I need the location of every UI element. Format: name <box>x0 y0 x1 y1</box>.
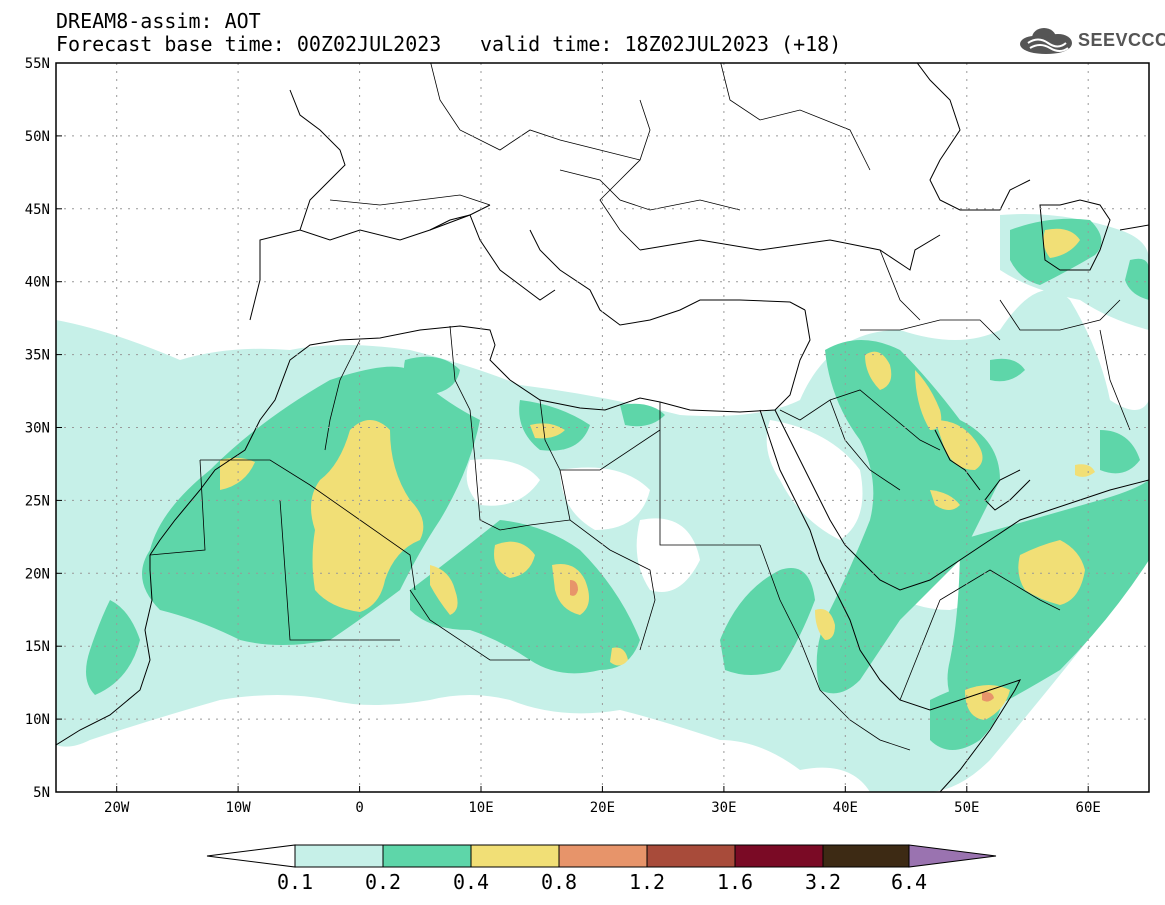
lat-tick-label: 35N <box>25 348 50 364</box>
colorbar-label: 0.1 <box>276 870 314 894</box>
lat-tick-label: 30N <box>25 421 50 437</box>
lon-tick-label: 40E <box>833 800 858 816</box>
colorbar-segment <box>646 844 736 868</box>
cloud-logo-icon <box>1020 28 1072 54</box>
lon-tick-labels: 20W 10W 0 10E 20E 30E 40E 50E 60E <box>104 800 1101 816</box>
colorbar-label: 1.2 <box>628 870 666 894</box>
aot-level-0-4 <box>220 228 1095 720</box>
lat-tick-label: 55N <box>25 56 50 72</box>
lat-tick-labels: 55N 50N 45N 40N 35N 30N 25N 20N 15N 10N … <box>25 56 50 801</box>
colorbar-segment <box>294 844 384 868</box>
logo-text: SEEVCCC <box>1078 30 1165 50</box>
lat-tick-label: 15N <box>25 639 50 655</box>
lat-tick-label: 10N <box>25 712 50 728</box>
colorbar-label: 3.2 <box>804 870 842 894</box>
lon-tick-label: 0 <box>355 800 363 816</box>
lat-tick-label: 40N <box>25 275 50 291</box>
lon-tick-label: 20E <box>590 800 615 816</box>
lon-tick-label: 20W <box>104 800 130 816</box>
colorbar-segment <box>382 844 472 868</box>
lon-tick-label: 10E <box>468 800 493 816</box>
grid-lines <box>56 63 1149 792</box>
lat-tick-label: 25N <box>25 493 50 509</box>
coastlines <box>56 63 1149 792</box>
lon-tick-label: 60E <box>1076 800 1101 816</box>
colorbar-label: 0.4 <box>452 870 490 894</box>
aot-field <box>56 214 1149 792</box>
valid-time: valid time: 18Z02JUL2023 (+18) <box>480 32 842 56</box>
map-title: DREAM8-assim: AOT <box>56 9 261 33</box>
forecast-base-time: Forecast base time: 00Z02JUL2023 <box>56 32 442 56</box>
colorbar-segment <box>558 844 648 868</box>
colorbar-segment-below <box>206 844 296 868</box>
colorbar-segment <box>734 844 824 868</box>
lat-tick-label: 5N <box>33 785 50 801</box>
aot-level-0-8 <box>570 580 994 702</box>
lon-tick-label: 50E <box>954 800 979 816</box>
borders <box>149 63 1131 751</box>
axis-ticks <box>56 135 1089 792</box>
lat-tick-label: 45N <box>25 202 50 218</box>
colorbar-label: 6.4 <box>890 870 928 894</box>
lat-tick-label: 20N <box>25 566 50 582</box>
colorbar-label: 1.6 <box>716 870 754 894</box>
colorbar-label: 0.8 <box>540 870 578 894</box>
colorbar-segment <box>470 844 560 868</box>
colorbar-segment-above <box>908 844 997 868</box>
colorbar <box>206 844 997 868</box>
lat-tick-label: 50N <box>25 129 50 145</box>
aot-level-0-2 <box>86 218 1149 750</box>
colorbar-label: 0.2 <box>364 870 402 894</box>
colorbar-segment <box>822 844 910 868</box>
lon-tick-label: 10W <box>225 800 251 816</box>
lon-tick-label: 30E <box>711 800 736 816</box>
